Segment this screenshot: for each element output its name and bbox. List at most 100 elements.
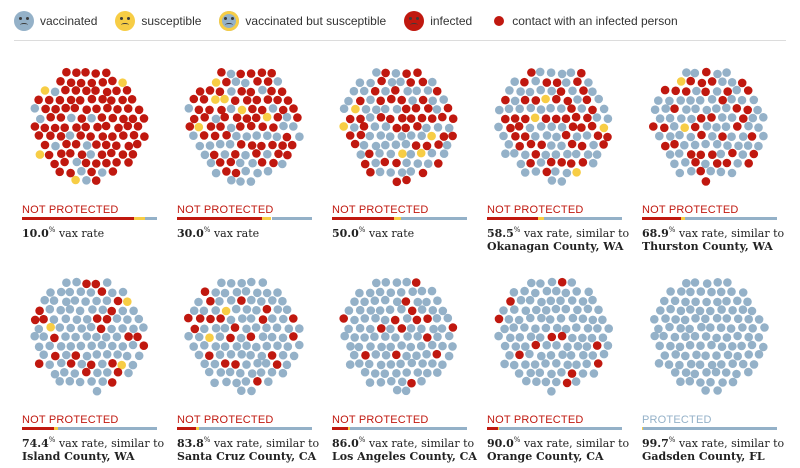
person-dot [728,306,737,315]
person-dot [680,315,690,325]
person-dot [733,159,742,168]
person-dot [139,341,149,350]
person-dot [34,95,43,105]
person-dot [50,123,60,133]
person-dot [664,360,674,369]
person-dot [279,121,288,131]
person-dot [70,296,80,305]
person-dot [386,324,395,334]
person-dot [375,287,385,297]
population-cluster [184,68,304,186]
person-dot [589,369,599,378]
person-dot [557,104,566,113]
person-dot [205,105,214,115]
person-dot [674,149,684,158]
person-dot [60,123,69,132]
person-dot [738,305,748,314]
person-dot [743,141,753,150]
person-dot [526,158,535,168]
person-dot [723,350,733,360]
person-dot [246,332,256,341]
outcome-bar [22,427,157,430]
person-dot [101,140,111,150]
person-dot [413,332,422,341]
person-dot [716,149,726,159]
person-dot [408,96,417,105]
person-dot [660,85,670,95]
person-dot [397,341,406,350]
person-dot [734,141,743,151]
person-dot [61,85,70,95]
person-dot [682,105,691,114]
vax-rate-value: 83.8 [177,437,204,450]
protection-status: NOT PROTECTED [22,204,119,216]
person-dot [531,167,541,176]
person-dot [448,131,457,141]
person-dot [712,351,721,360]
person-dot [413,368,423,377]
person-dot [413,159,423,168]
person-dot [44,150,54,160]
person-dot [707,360,717,370]
person-dot [427,114,437,123]
person-dot [505,86,514,95]
person-dot [584,287,593,297]
person-dot [561,114,571,123]
person-dot [231,304,241,314]
person-dot [722,314,732,323]
person-dot [350,297,359,306]
person-dot [91,86,100,95]
person-dot [500,359,509,369]
person-dot [676,306,686,316]
person-dot [691,314,700,323]
person-dot [403,86,412,96]
person-dot [215,139,225,149]
person-dot [365,113,375,122]
person-dot [532,305,541,315]
person-dot [261,359,271,368]
person-dot [381,122,391,131]
person-dot [438,306,448,316]
person-dot [582,131,592,140]
person-dot [726,324,736,333]
person-dot [46,288,55,297]
person-dot [391,333,400,342]
person-dot [557,331,567,341]
person-dot [702,67,711,77]
person-dot [494,122,503,132]
person-dot [407,358,417,368]
person-dot [253,377,262,386]
person-dot [556,87,566,96]
person-dot [542,78,552,87]
person-dot [66,342,76,351]
person-dot [707,340,716,350]
person-dot [278,159,287,169]
person-dot [716,167,726,177]
person-dot [547,122,556,131]
person-dot [66,168,75,178]
person-dot [697,130,706,140]
person-dot [717,342,727,351]
person-dot [289,351,299,361]
person-dot [262,323,271,333]
person-dot [112,314,122,323]
vax-rate-value: 30.0 [177,227,204,240]
person-dot [412,351,421,360]
person-dot [97,113,107,122]
person-dot [424,104,433,113]
person-dot [759,131,768,141]
person-dot [417,376,426,386]
person-dot [237,350,246,359]
person-dot [743,297,752,307]
person-dot [527,278,536,288]
person-dot [40,123,50,133]
person-dot [30,331,39,341]
person-dot [60,368,69,377]
outcome-bar [332,427,467,430]
person-dot [542,167,552,177]
person-dot [557,277,567,287]
person-dot [360,314,370,323]
person-dot [97,287,107,296]
person-dot [86,288,96,297]
person-dot [439,149,449,158]
